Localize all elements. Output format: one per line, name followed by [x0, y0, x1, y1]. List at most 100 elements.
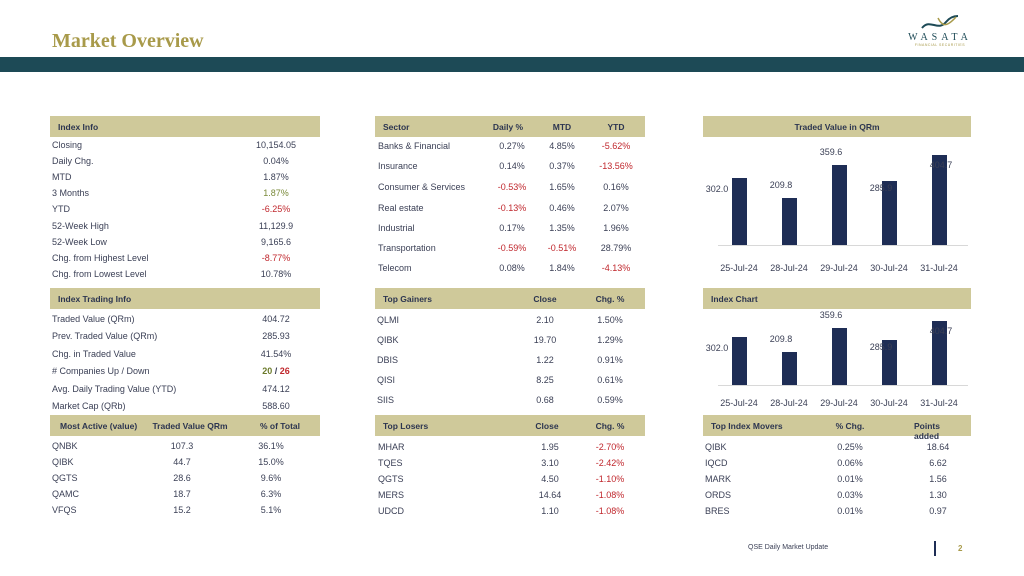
sector-value: 0.46%	[549, 203, 575, 213]
row-name: QNBK	[52, 441, 78, 451]
row-value: 41.54%	[260, 348, 292, 359]
sector-value: -0.59%	[497, 243, 527, 253]
mover-points: 1.30	[929, 490, 947, 500]
mover-name: BRES	[705, 506, 730, 516]
sector-name: Industrial	[378, 223, 415, 233]
chart-bar	[832, 165, 847, 245]
column-header: Most Active (value)	[60, 421, 138, 431]
row-value: 10,154.05	[255, 140, 297, 150]
row-name: VFQS	[52, 505, 77, 515]
logo-swirl-icon	[921, 15, 959, 29]
chart-bar	[732, 177, 747, 245]
loser-name: MERS	[378, 490, 405, 500]
top-movers-header: Top Index Movers % Chg. Points added	[703, 415, 971, 441]
category-label: 29-Jul-24	[820, 263, 858, 273]
sector-name: Consumer & Services	[378, 182, 466, 192]
category-label: 30-Jul-24	[870, 398, 908, 408]
data-label: 302.0	[705, 343, 729, 354]
trading-info-header: Index Trading Info	[50, 288, 320, 309]
loser-chg: -1.10%	[595, 474, 625, 484]
data-label: 302.0	[705, 183, 729, 194]
row-value: 107.3	[170, 441, 194, 451]
sector-name: Real estate	[378, 203, 424, 213]
row-pct: 9.6%	[260, 473, 282, 483]
loser-close: 14.64	[538, 490, 562, 500]
category-label: 31-Jul-24	[920, 398, 958, 408]
data-label: 209.8	[769, 333, 793, 344]
row-value: 11,129.9	[258, 220, 294, 231]
gainer-close: 0.68	[536, 395, 554, 405]
gainer-chg: 0.91%	[597, 355, 623, 365]
sector-value: -4.13%	[601, 263, 631, 273]
row-pct: 36.1%	[258, 441, 284, 451]
column-header: Daily %	[492, 122, 524, 132]
sector-value: -5.62%	[601, 141, 631, 151]
row-value: 474.12	[262, 383, 290, 394]
category-label: 30-Jul-24	[870, 263, 908, 273]
row-value: 404.72	[262, 314, 290, 324]
sector-value: 0.17%	[499, 223, 525, 233]
row-value: 15.2	[173, 505, 191, 515]
wasata-logo: WASATA FINANCIAL SECURITIES	[895, 14, 985, 56]
top-gainers-header: Top Gainers Close Chg. %	[375, 288, 645, 309]
loser-name: QGTS	[378, 474, 404, 484]
sector-value: -0.51%	[547, 243, 577, 253]
loser-close: 1.10	[541, 506, 559, 516]
row-value: -8.77%	[261, 252, 291, 263]
row-value: 588.60	[262, 401, 290, 411]
sector-value: 1.35%	[549, 223, 575, 233]
sector-value: 0.27%	[499, 141, 525, 151]
row-value: -6.25%	[261, 204, 291, 215]
mover-chg: 0.03%	[837, 490, 863, 500]
sector-name: Banks & Financial	[378, 141, 451, 151]
sector-value: 28.79%	[600, 243, 632, 253]
column-header: Top Gainers	[383, 294, 432, 304]
row-label: Closing	[52, 140, 83, 150]
column-header: Sector	[383, 122, 410, 132]
sector-value: 2.07%	[603, 203, 629, 213]
column-header: Top Losers	[383, 421, 429, 431]
page-title: Market Overview	[52, 30, 204, 52]
top-losers-header: Top Losers Close Chg. %	[375, 415, 645, 436]
sector-value: 1.96%	[603, 223, 629, 233]
row-value: 1.87%	[263, 188, 289, 199]
sector-value: 0.16%	[603, 182, 629, 192]
mover-chg: 0.25%	[837, 442, 863, 452]
mover-points: 1.56	[929, 474, 947, 484]
column-header: Traded Value in QRm	[794, 122, 880, 132]
row-label: 3 Months	[52, 188, 90, 199]
loser-chg: -1.08%	[595, 506, 625, 516]
row-pct: 5.1%	[260, 505, 282, 515]
logo-text: WASATA	[908, 32, 972, 43]
chart-bar	[932, 321, 947, 385]
chart-axis	[718, 245, 968, 246]
chart-bar	[782, 351, 797, 385]
category-label: 25-Jul-24	[720, 263, 758, 273]
loser-chg: -2.70%	[595, 442, 625, 452]
data-label: 285.9	[869, 341, 893, 352]
column-header: Index Chart	[711, 294, 758, 304]
row-value: 10.78%	[260, 268, 292, 279]
traded-value-chart-header: Traded Value in QRm	[703, 116, 971, 137]
row-value: 1.87%	[263, 172, 289, 183]
sector-value: -0.53%	[497, 182, 527, 192]
row-label: 52-Week Low	[52, 236, 107, 247]
row-label: 52-Week High	[52, 220, 109, 231]
page-number: 2	[958, 544, 963, 553]
category-label: 28-Jul-24	[770, 263, 808, 273]
companies-up: 20	[262, 366, 273, 377]
row-label: YTD	[52, 204, 70, 215]
sector-value: 0.37%	[549, 161, 575, 171]
column-header: Top Index Movers	[711, 421, 783, 431]
column-header: Close	[535, 421, 559, 431]
chart-axis	[718, 385, 968, 386]
mover-name: QIBK	[705, 442, 727, 452]
row-value: 9,165.6	[260, 236, 292, 247]
row-value: 0.04%	[263, 156, 289, 167]
row-label: Daily Chg.	[52, 156, 94, 167]
mover-chg: 0.06%	[837, 458, 863, 468]
row-label: Market Cap (QRb)	[52, 401, 126, 411]
column-header: Close	[533, 294, 557, 304]
sector-value: 0.14%	[499, 161, 525, 171]
column-header: Points added	[914, 421, 940, 441]
